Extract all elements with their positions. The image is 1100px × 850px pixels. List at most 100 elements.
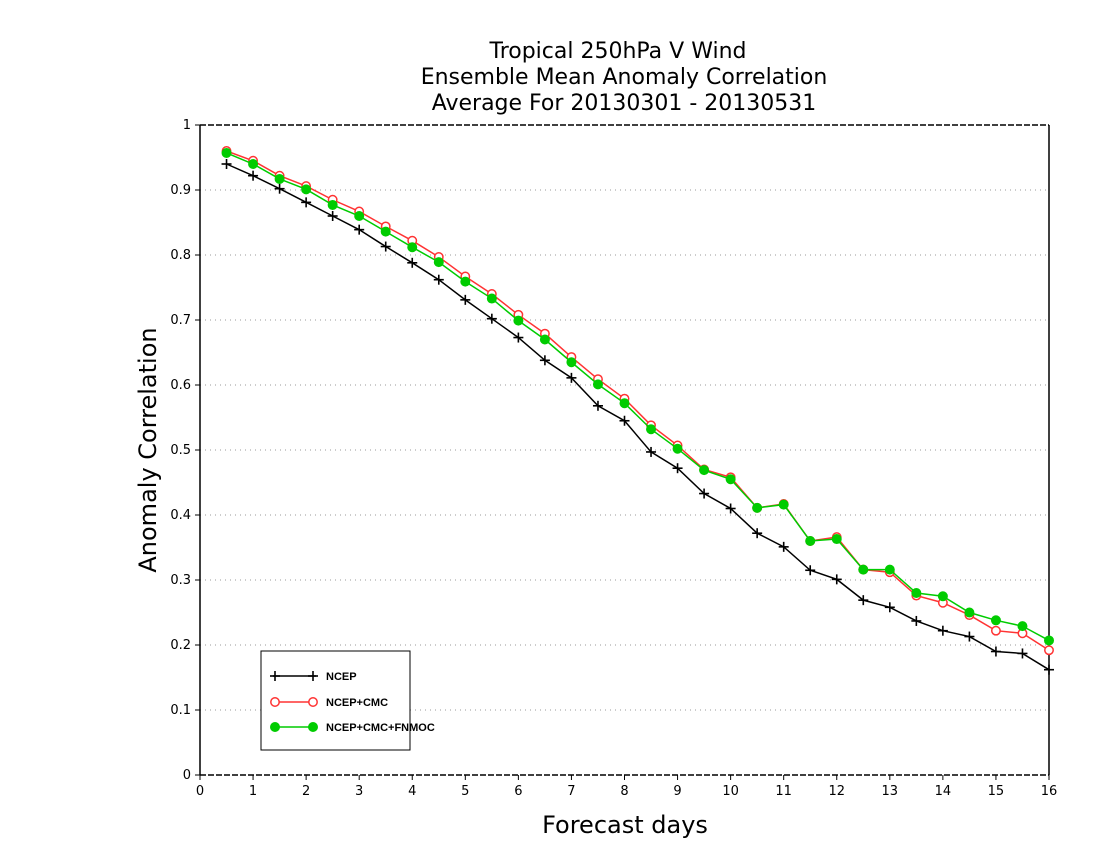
y-tick-label: 0.4 — [170, 508, 191, 523]
data-point — [513, 332, 524, 343]
x-tick-label: 0 — [196, 784, 204, 799]
data-point — [646, 424, 657, 435]
data-point — [248, 170, 259, 181]
data-point — [486, 293, 497, 304]
data-point — [990, 646, 1001, 657]
data-point — [964, 607, 975, 618]
data-point — [460, 294, 471, 305]
y-tick-label: 0.6 — [170, 378, 191, 393]
data-point — [990, 625, 1001, 636]
series-layer — [221, 146, 1054, 675]
data-point — [539, 355, 550, 366]
data-point — [619, 398, 630, 409]
data-point — [1044, 635, 1054, 646]
data-point — [433, 274, 444, 285]
data-point — [646, 446, 657, 457]
title-line-3: Average For 20130301 - 20130531 — [432, 91, 817, 116]
series-line — [226, 150, 1050, 651]
legend-item: NCEP — [270, 671, 357, 683]
x-tick-label: 6 — [514, 784, 522, 799]
data-point — [380, 241, 391, 252]
data-point — [592, 400, 603, 411]
legend-label: NCEP — [326, 671, 357, 683]
x-tick-label: 16 — [1041, 784, 1058, 799]
data-point — [725, 503, 736, 514]
data-point — [407, 257, 418, 268]
legend-marker — [308, 722, 318, 732]
title-line-2: Ensemble Mean Anomaly Correlation — [421, 65, 828, 90]
data-point — [433, 257, 444, 268]
data-point — [672, 443, 683, 454]
y-tick-label: 0.8 — [170, 248, 191, 263]
legend-marker — [270, 671, 280, 681]
x-tick-label: 13 — [882, 784, 899, 799]
y-tick-label: 0.3 — [170, 573, 191, 588]
y-tick-label: 0 — [183, 768, 191, 783]
data-point — [831, 574, 842, 585]
title-line-1: Tropical 250hPa V Wind — [488, 39, 746, 64]
x-tick-label: 11 — [775, 784, 792, 799]
y-tick-label: 0.2 — [170, 638, 191, 653]
data-point — [513, 315, 524, 326]
data-point — [1017, 621, 1028, 632]
data-point — [725, 474, 736, 485]
x-tick-label: 3 — [355, 784, 363, 799]
data-point — [672, 463, 683, 474]
legend-marker — [308, 697, 318, 707]
x-tick-label: 4 — [408, 784, 416, 799]
data-point — [274, 183, 285, 194]
x-tick-label: 5 — [461, 784, 469, 799]
gridlines — [200, 189, 1049, 711]
x-tick-label: 2 — [302, 784, 310, 799]
data-point — [592, 379, 603, 390]
legend-marker — [270, 697, 280, 707]
y-tick-label: 0.1 — [170, 703, 191, 718]
data-point — [327, 199, 338, 210]
data-point — [699, 465, 710, 476]
series-line — [226, 163, 1050, 671]
data-point — [858, 595, 869, 606]
data-point — [539, 334, 550, 345]
data-point — [805, 565, 816, 576]
data-point — [221, 159, 232, 169]
data-point — [964, 631, 975, 642]
data-point — [884, 602, 895, 613]
data-point — [884, 564, 895, 575]
tick-labels: 0 1 2 3 4 5 6 7 8 9 10 11 12 13 14 15 1600.10.20.30.40.5… — [170, 118, 1057, 799]
legend-marker — [270, 722, 280, 732]
data-point — [486, 313, 497, 324]
x-tick-label: 15 — [988, 784, 1005, 799]
data-point — [937, 625, 948, 636]
x-tick-label: 7 — [567, 784, 575, 799]
data-point — [699, 488, 710, 499]
legend-box — [260, 650, 411, 751]
data-point — [274, 173, 285, 184]
x-tick-label: 10 — [722, 784, 739, 799]
data-point — [566, 372, 577, 383]
x-tick-label: 14 — [935, 784, 952, 799]
series-ncep-cmc-fnmoc — [221, 147, 1054, 646]
data-point — [619, 415, 630, 426]
legend: NCEP NCEP+CMC NCEP+CMC+FNMOC — [260, 650, 435, 751]
data-point — [831, 534, 842, 545]
data-point — [380, 226, 391, 237]
data-point — [566, 357, 577, 368]
data-point — [778, 499, 789, 510]
legend-item: NCEP+CMC+FNMOC — [270, 722, 435, 734]
data-point — [301, 184, 312, 195]
data-point — [327, 211, 338, 221]
data-point — [354, 224, 365, 235]
data-point — [460, 276, 471, 287]
data-point — [911, 615, 922, 626]
x-tick-label: 8 — [620, 784, 628, 799]
y-tick-label: 0.5 — [170, 443, 191, 458]
data-point — [1044, 645, 1054, 656]
y-tick-label: 0.7 — [170, 313, 191, 328]
x-tick-label: 12 — [828, 784, 845, 799]
x-tick-label: 9 — [673, 784, 681, 799]
data-point — [858, 564, 869, 575]
data-point — [752, 528, 763, 539]
legend-label: NCEP+CMC — [326, 697, 388, 709]
x-tick-label: 1 — [249, 784, 257, 799]
